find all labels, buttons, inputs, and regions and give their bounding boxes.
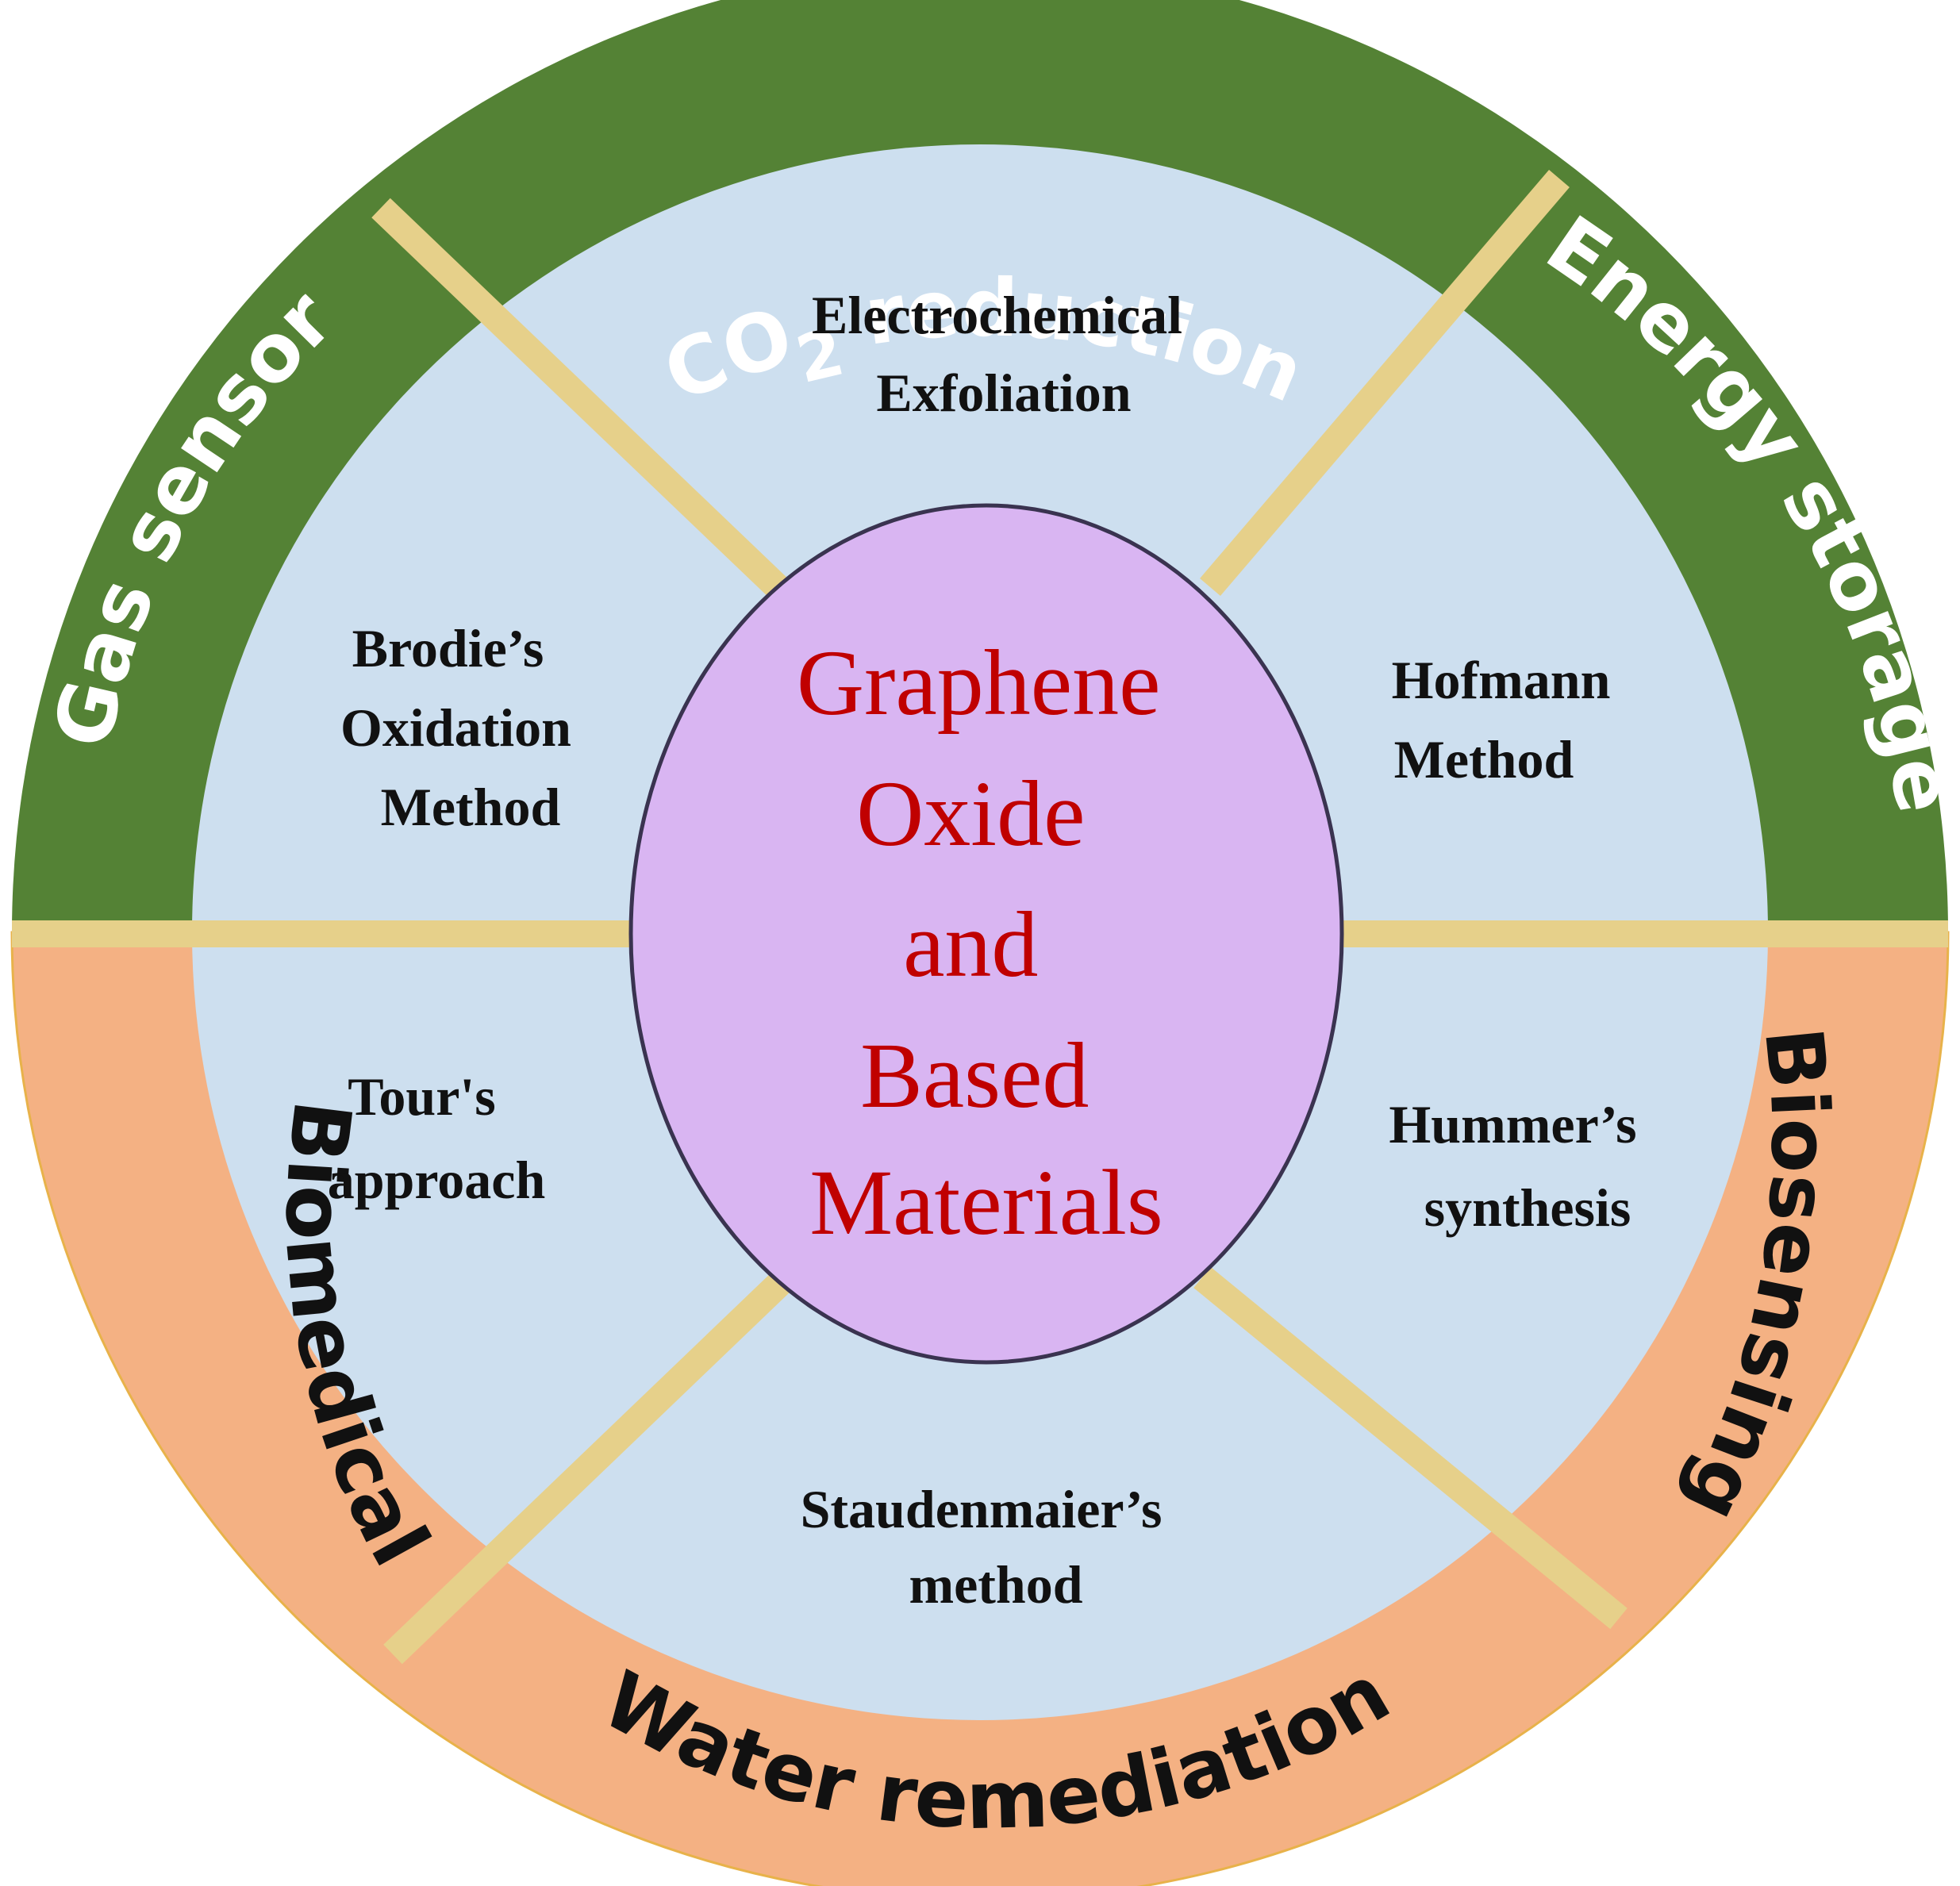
- method-tour-approach: Tour's approach: [328, 1066, 546, 1210]
- method-electrochemical-exfoliation: Electrochemical Exfoliation: [812, 285, 1196, 423]
- method-staudenmaier: Staudenmaier’s method: [801, 1479, 1176, 1615]
- spoke-upper-right: [1200, 169, 1570, 597]
- spoke-lower-left: [383, 1271, 791, 1665]
- spoke-upper-left: [371, 198, 791, 601]
- divider-spokes: [12, 169, 1948, 1665]
- spoke-lower-right: [1193, 1266, 1628, 1630]
- method-hofmann: Hofmann Method: [1392, 650, 1624, 789]
- method-hummer-synthesis: Hummer’s synthesis: [1389, 1094, 1650, 1238]
- center-ellipse: [628, 503, 1344, 1365]
- center-title: Graphene Oxide and Based Materials: [797, 631, 1184, 1254]
- method-brodie-oxidation: Brodie’s Oxidation Method: [340, 618, 585, 837]
